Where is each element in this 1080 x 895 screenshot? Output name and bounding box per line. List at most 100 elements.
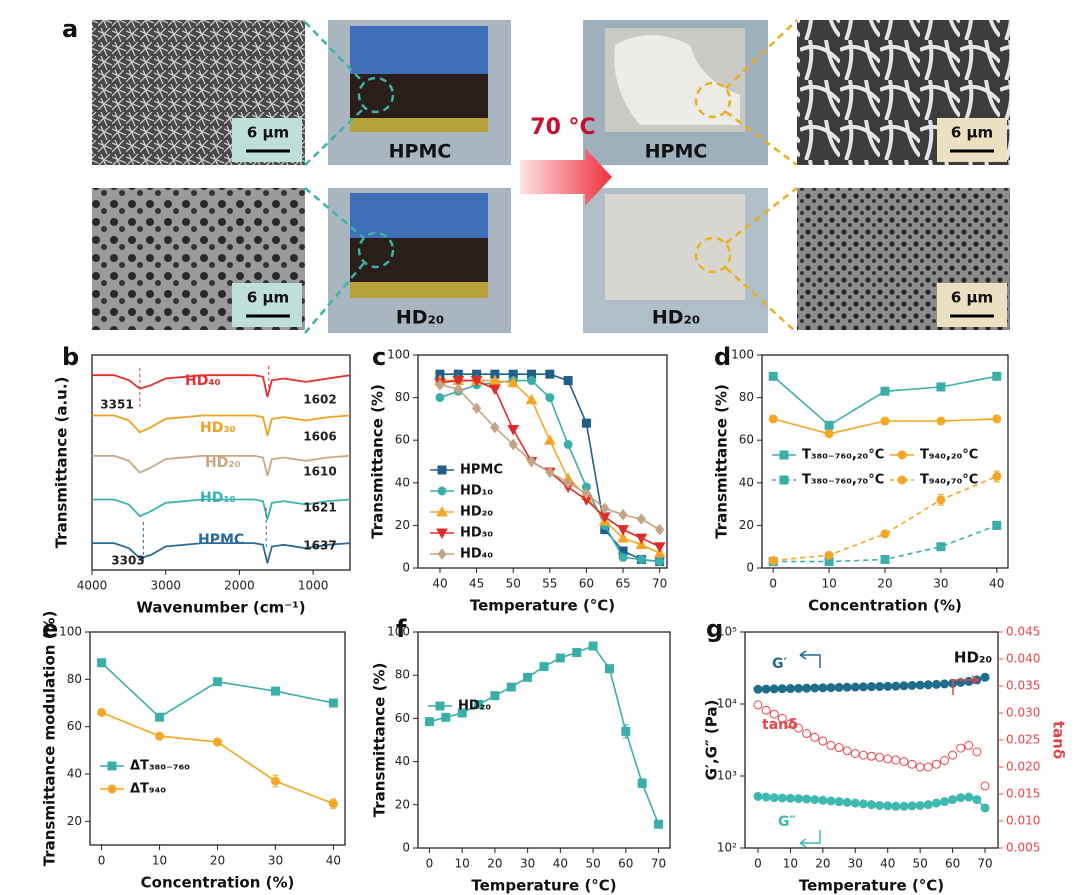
- x-axis-title: Concentration (%): [808, 597, 962, 615]
- x-tick-label: 20: [487, 857, 502, 871]
- series-line: [92, 454, 351, 477]
- marker: [777, 713, 787, 723]
- arrow-label: 70 °C: [530, 115, 595, 140]
- y-tick-label: 60: [67, 719, 82, 733]
- marker: [435, 393, 445, 403]
- y-tick-label: 10⁵: [717, 625, 737, 639]
- marker: [858, 682, 868, 692]
- y2-tick-label: 0.015: [1006, 787, 1040, 801]
- caption: HPMC: [389, 141, 452, 163]
- arrow: [520, 148, 612, 206]
- marker: [897, 475, 907, 485]
- y-tick-label: 80: [739, 390, 754, 404]
- marker: [880, 386, 890, 396]
- x-tick-label: 60: [579, 577, 594, 591]
- marker: [956, 793, 966, 803]
- marker: [97, 707, 107, 717]
- marker: [964, 676, 974, 686]
- y-tick-label: 10²: [717, 841, 737, 855]
- scale-label: 6 µm: [951, 289, 993, 307]
- marker: [818, 795, 828, 805]
- peak-label: 1606: [303, 430, 336, 444]
- series-label: tanδ: [762, 717, 798, 733]
- marker: [761, 792, 771, 802]
- marker: [545, 466, 555, 478]
- marker: [490, 691, 500, 701]
- marker: [948, 750, 958, 760]
- caption: HD₂₀: [396, 307, 444, 329]
- peak-label: 3351: [100, 398, 133, 412]
- marker: [858, 750, 868, 760]
- marker: [972, 747, 982, 757]
- marker: [507, 425, 520, 436]
- marker: [617, 525, 629, 536]
- y-tick-label: 60: [739, 433, 754, 447]
- x-axis-title: Temperature (°C): [470, 597, 615, 615]
- marker: [107, 784, 117, 794]
- x-tick-label: 3000: [150, 579, 181, 593]
- marker: [525, 393, 538, 405]
- x-tick-label: 70: [977, 857, 992, 871]
- y2-tick-label: 0.005: [1006, 841, 1040, 855]
- x-tick-label: 30: [848, 857, 863, 871]
- x-tick-label: 50: [585, 857, 600, 871]
- marker: [883, 681, 893, 691]
- marker: [489, 374, 501, 386]
- legend-label: T₃₈₀₋₇₆₀,₇₀°C: [802, 473, 884, 488]
- scale-label: 6 µm: [247, 289, 289, 307]
- marker: [891, 755, 901, 765]
- marker: [637, 778, 647, 788]
- panel-label: c: [372, 343, 386, 371]
- marker: [155, 731, 165, 741]
- marker: [858, 799, 868, 809]
- marker: [452, 376, 465, 387]
- series-line: [773, 475, 998, 562]
- x-axis-title: Temperature (°C): [471, 877, 616, 895]
- x-tick-label: 20: [210, 854, 225, 868]
- marker: [802, 729, 812, 739]
- peak-label: 1610: [303, 465, 336, 479]
- x-tick-label: 30: [268, 854, 283, 868]
- plot-frame: [417, 354, 668, 569]
- marker: [992, 520, 1002, 530]
- marker: [785, 719, 795, 729]
- marker: [824, 429, 834, 439]
- legend-label: HD₄₀: [460, 547, 493, 562]
- y-tick-label: 40: [395, 754, 410, 768]
- series-line: [92, 498, 351, 520]
- marker: [555, 653, 565, 663]
- marker: [931, 759, 941, 769]
- marker: [818, 736, 828, 746]
- marker: [424, 717, 434, 727]
- marker: [785, 793, 795, 803]
- x-tick-label: 0: [754, 857, 762, 871]
- marker: [441, 712, 451, 722]
- y-tick-label: 60: [395, 433, 410, 447]
- marker: [155, 712, 165, 722]
- marker: [328, 698, 338, 708]
- marker: [936, 495, 946, 505]
- legend-label: ΔT₃₈₀₋₇₆₀: [130, 759, 190, 774]
- marker: [972, 795, 982, 805]
- marker: [470, 376, 483, 387]
- x-axis-title: Wavenumber (cm⁻¹): [136, 599, 305, 617]
- marker: [880, 416, 890, 426]
- marker: [826, 740, 836, 750]
- marker: [891, 681, 901, 691]
- y-tick-label: 100: [387, 625, 410, 639]
- x-tick-label: 1000: [298, 579, 329, 593]
- marker: [992, 471, 1002, 481]
- marker: [655, 523, 665, 536]
- marker: [435, 379, 445, 391]
- marker: [437, 486, 447, 496]
- marker: [802, 794, 812, 804]
- legend-label: T₃₈₀₋₇₆₀,₂₀°C: [802, 448, 884, 463]
- marker: [875, 682, 885, 692]
- marker: [842, 797, 852, 807]
- y2-tick-label: 0.020: [1006, 760, 1040, 774]
- legend-label: ΔT₉₄₀: [130, 782, 166, 797]
- marker: [471, 402, 482, 415]
- y-tick-label: 80: [395, 390, 410, 404]
- marker: [867, 682, 876, 692]
- marker: [107, 761, 117, 771]
